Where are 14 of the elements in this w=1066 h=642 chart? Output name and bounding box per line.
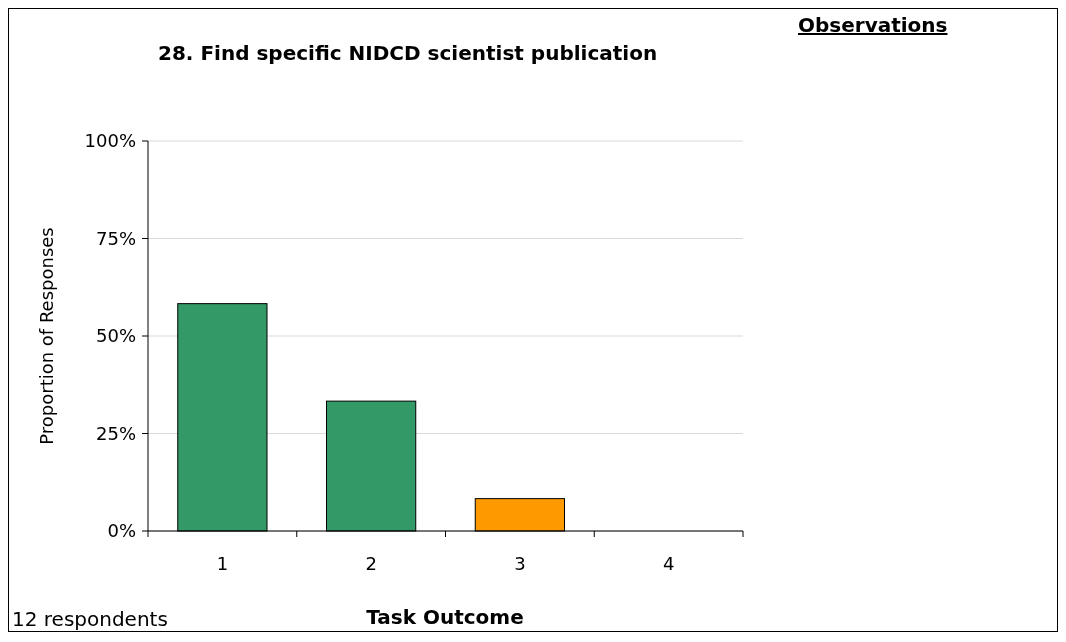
y-axis-title: Proportion of Responses [36,227,57,445]
text: Observations [798,13,948,37]
x-tick-label: 1 [216,553,229,574]
y-tick-label: 0% [107,520,136,542]
y-tick-label: 25% [95,422,136,444]
y-tick-label: 75% [95,227,136,249]
x-tick-label: 4 [662,553,675,574]
y-tick-label: 50% [95,325,136,347]
x-tick-label: 3 [514,553,526,574]
y-tick-label: 100% [84,130,136,152]
x-tick-label: 2 [365,553,377,574]
text: 12 respondents [12,607,168,631]
chart-title: 28. Find specific NIDCD scientist publication [158,41,658,65]
x-axis-title: Task Outcome [366,605,524,629]
